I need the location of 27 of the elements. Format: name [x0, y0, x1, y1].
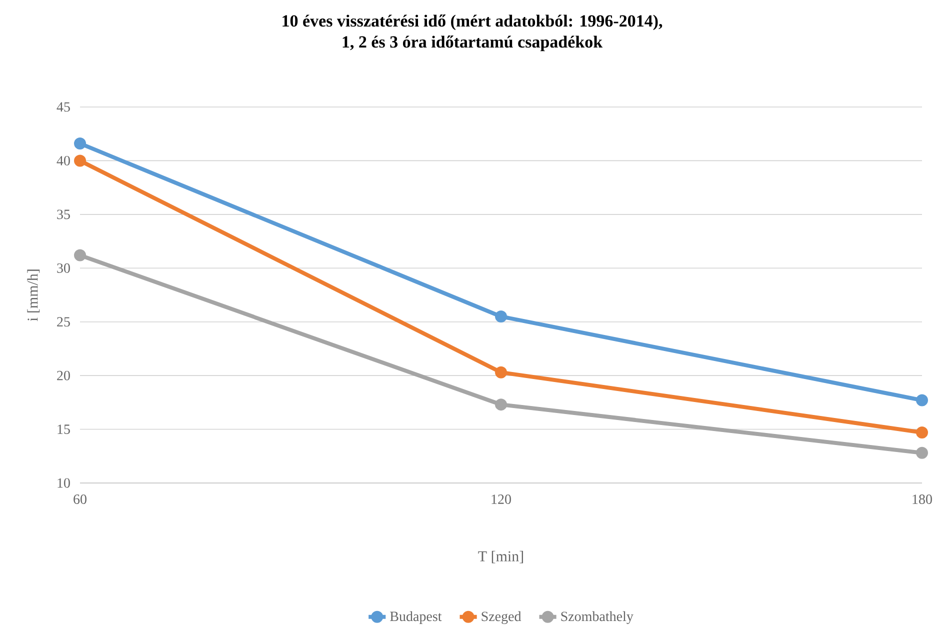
point	[495, 310, 508, 322]
point	[916, 446, 928, 459]
y-tick-label: 10	[58, 478, 70, 488]
y-axis-title: i [mm/h]	[27, 270, 40, 322]
y-tick-label: 30	[57, 263, 70, 273]
chart-title: 10 éves visszatérési idő (mért adatokból: 1996-2014),	[282, 14, 662, 30]
point	[495, 366, 508, 378]
x-tick-label: 120	[492, 494, 511, 504]
legend-label: Szombathely	[561, 611, 634, 624]
y-tick-label: 20	[57, 370, 70, 380]
point	[495, 398, 508, 411]
y-tick-label: 25	[57, 317, 70, 327]
legend-label: Budapest	[390, 611, 442, 624]
point	[74, 138, 86, 150]
x-tick-label: 60	[74, 494, 86, 504]
x-tick-label: 180	[912, 494, 932, 504]
point	[916, 426, 928, 438]
y-tick-label: 40	[56, 156, 70, 166]
point	[916, 394, 928, 406]
x-axis-title: T [min]	[478, 550, 523, 564]
point	[74, 249, 86, 262]
chart-subtitle: 1, 2 és 3 óra időtartamú csapadékok	[342, 36, 603, 52]
point	[74, 154, 86, 167]
y-tick-label: 35	[57, 210, 70, 220]
legend-label: Szeged	[482, 611, 522, 624]
y-tick-label: 45	[56, 102, 70, 112]
y-tick-label: 15	[58, 424, 70, 434]
